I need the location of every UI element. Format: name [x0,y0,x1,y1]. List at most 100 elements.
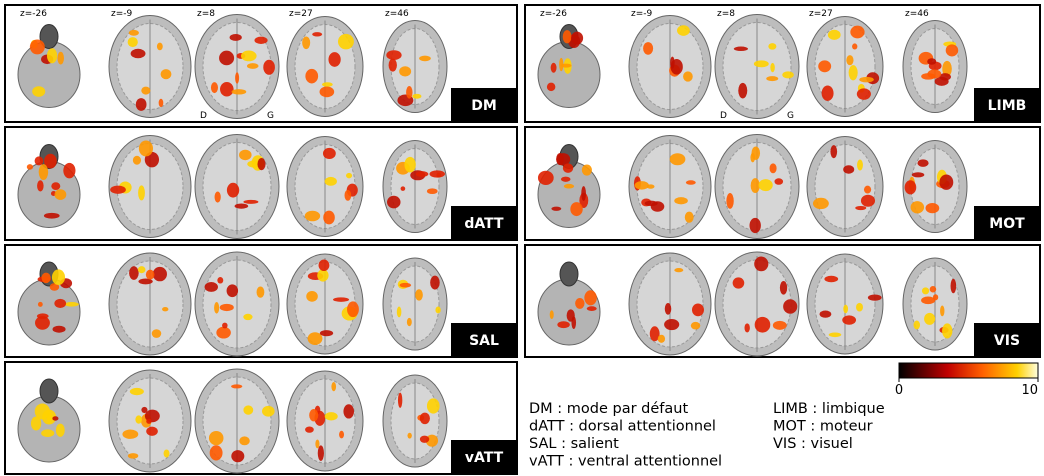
activation-blob [951,279,957,294]
activation-blob [39,164,48,180]
activation-blob [686,180,696,184]
slice-label: z=27 [809,9,833,19]
activation-blob [44,213,60,219]
activation-blob [846,55,853,65]
activation-blob [227,284,238,297]
activation-blob [550,310,554,319]
activation-blob [551,63,557,73]
orientation-left: D [720,111,727,121]
activation-blob [35,316,50,330]
activation-blob [338,34,354,49]
activation-blob [849,65,858,80]
activation-blob [427,188,438,194]
activation-blob [420,413,430,425]
activation-blob [30,39,45,54]
activation-blob [822,86,834,101]
activation-blob [122,430,138,439]
activation-blob [130,388,144,395]
activation-blob [235,72,239,83]
panel: dATT [5,127,517,240]
activation-blob [830,145,837,158]
activation-blob [868,295,882,301]
activation-blob [32,86,45,97]
activation-blob [774,178,783,185]
activation-blob [232,89,247,94]
colorbar-tick-label: 10 [1021,383,1038,398]
activation-blob [557,321,569,328]
activation-blob [257,287,265,298]
activation-blob [658,335,665,343]
activation-blob [133,156,141,165]
activation-blob [312,32,322,36]
activation-blob [755,317,771,333]
activation-blob [319,260,330,271]
activation-blob [227,183,239,198]
activation-blob [317,269,328,281]
activation-blob [220,82,234,97]
panel: vATT [5,362,517,474]
activation-blob [818,60,831,72]
activation-blob [645,201,658,206]
activation-blob [37,180,44,191]
activation-blob [571,316,576,329]
activation-blob [305,211,320,222]
activation-blob [820,311,832,318]
activation-blob [691,322,701,330]
activation-blob [427,398,440,413]
figure: z=-26z=-9z=8z=27z=46DGDMdATTSALvATTz=-26… [0,0,1044,476]
activation-blob [306,291,318,302]
brainstem [40,379,58,403]
activation-blob [404,157,415,173]
activation-blob [57,52,64,65]
activation-blob [855,206,866,210]
activation-blob [571,32,583,45]
activation-blob [857,88,871,99]
activation-blob [315,440,319,449]
activation-blob [222,323,228,329]
panel: SAL [5,245,517,357]
activation-blob [47,48,57,63]
activation-blob [322,82,333,87]
panel: MOT [525,127,1040,240]
legend-entry: MOT : moteur [773,419,873,435]
activation-blob [325,412,338,420]
activation-blob [129,266,139,280]
activation-blob [52,269,65,285]
activation-blob [131,49,146,58]
activation-blob [209,431,224,445]
activation-blob [917,159,928,167]
activation-blob [400,283,412,288]
activation-blob [406,86,412,99]
activation-blob [318,445,324,461]
activation-blob [828,30,841,40]
activation-blob [861,195,875,207]
activation-blob [647,184,655,188]
activation-blob [161,69,172,79]
orientation-left: D [200,111,207,121]
activation-blob [940,306,944,317]
colorbar [899,363,1038,378]
network-label: MOT [989,216,1025,232]
activation-blob [829,332,842,337]
activation-blob [927,58,936,65]
activation-blob [581,186,586,201]
activation-blob [302,36,310,49]
brainstem [560,262,578,286]
activation-blob [674,197,688,204]
activation-blob [770,163,777,173]
activation-blob [670,153,686,165]
activation-blob [27,164,33,170]
activation-blob [135,415,142,423]
activation-blob [247,63,259,69]
activation-blob [110,186,126,194]
activation-blob [768,43,776,49]
activation-blob [843,165,854,174]
activation-blob [435,307,440,314]
activation-blob [397,307,402,318]
activation-blob [64,302,78,307]
activation-blob [41,273,50,284]
activation-blob [914,321,920,330]
activation-blob [547,83,555,91]
activation-blob [843,305,848,314]
activation-blob [263,60,275,75]
